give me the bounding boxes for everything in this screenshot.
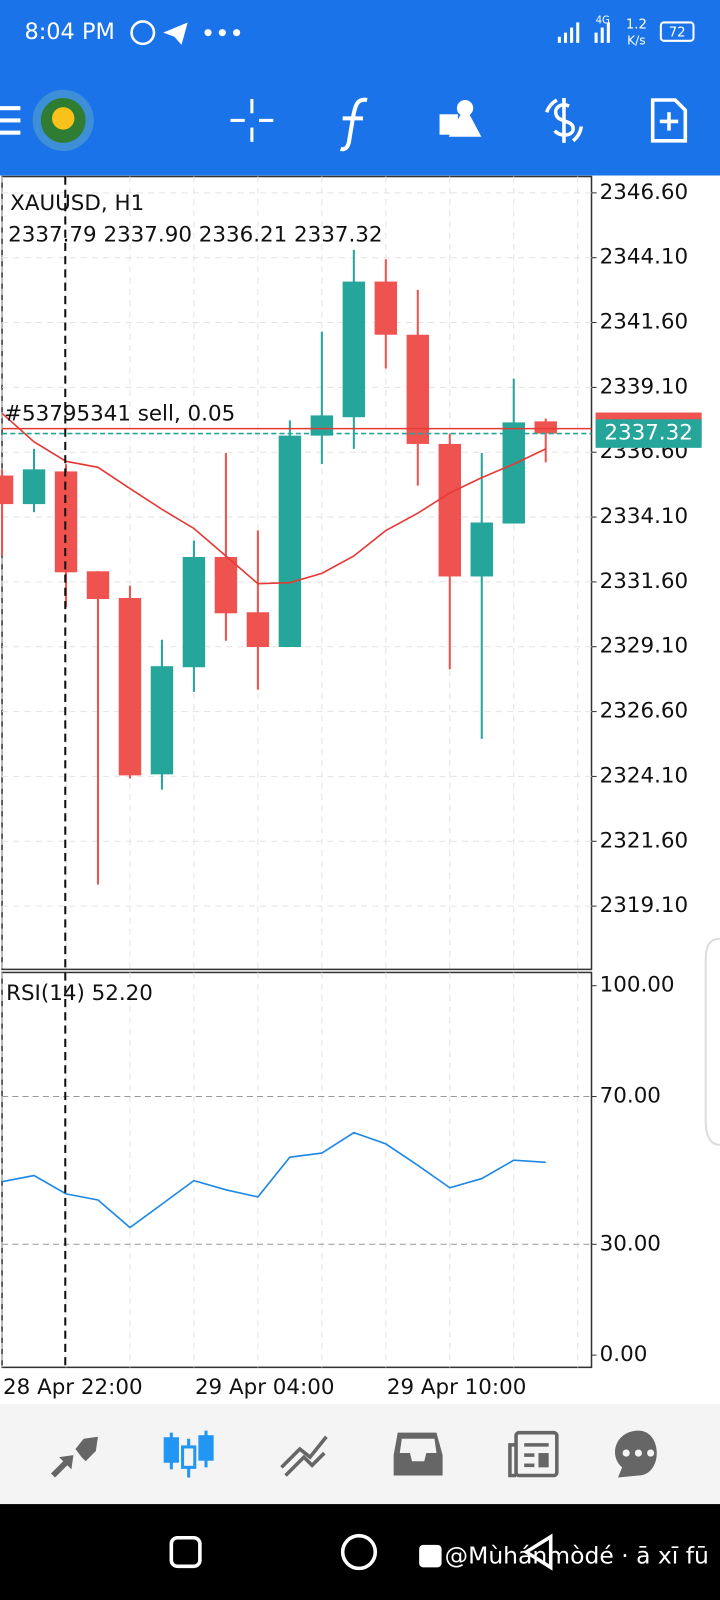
app-logo[interactable] xyxy=(32,89,94,152)
y-tick-label: 2321.60 xyxy=(600,828,689,853)
candle-body xyxy=(278,435,302,648)
quotes-tab[interactable] xyxy=(50,1436,98,1478)
x-tick-label: 29 Apr 04:00 xyxy=(195,1375,335,1400)
net-speed: 1.2 xyxy=(626,17,647,32)
candle-body xyxy=(534,421,557,434)
candle-body xyxy=(374,281,398,335)
x-tick-label: 29 Apr 10:00 xyxy=(387,1375,527,1400)
chart-layer: 2346.602344.102341.602339.102336.602334.… xyxy=(0,176,702,1400)
watermark-icon xyxy=(419,1544,442,1568)
y-tick-label: 2344.10 xyxy=(600,245,689,270)
candle-body xyxy=(86,571,110,600)
side-panel-handle[interactable] xyxy=(704,937,720,1146)
bid-price-label: 2337.32 xyxy=(604,421,693,446)
candle-body xyxy=(22,469,46,505)
signal-icon xyxy=(557,22,610,43)
chart-tab[interactable] xyxy=(163,1430,214,1478)
candle-body xyxy=(150,666,174,775)
y-tick-label: 2334.10 xyxy=(600,504,689,529)
candle-body xyxy=(406,334,430,444)
news-tab[interactable] xyxy=(508,1430,559,1478)
candle-body xyxy=(0,475,14,505)
symbol-title: XAUUSD, H1 xyxy=(10,191,144,216)
ohlc-readout: 2337.79 2337.90 2336.21 2337.32 xyxy=(8,223,382,248)
system-nav xyxy=(0,1504,720,1600)
trade-tab[interactable] xyxy=(280,1435,328,1477)
y-tick-label: 30.00 xyxy=(600,1231,661,1256)
y-tick-label: 2331.60 xyxy=(600,569,689,594)
objects-button[interactable] xyxy=(439,100,482,137)
rsi-panel xyxy=(1,971,593,1369)
y-tick-label: 100.00 xyxy=(600,973,675,998)
battery-icon xyxy=(659,21,695,42)
y-tick-label: 2319.10 xyxy=(600,893,689,918)
moving-average-line xyxy=(1,412,547,585)
candle-body xyxy=(342,281,366,418)
net-speed-unit: K/s xyxy=(627,33,646,47)
network-type: 4G xyxy=(596,15,610,26)
menu-button[interactable] xyxy=(0,106,21,135)
home-button[interactable] xyxy=(340,1533,378,1571)
y-tick-label: 2346.60 xyxy=(600,180,689,205)
notification-icons xyxy=(130,20,241,46)
candle-body xyxy=(118,597,142,776)
rsi-line xyxy=(1,1131,546,1229)
app-bar xyxy=(0,0,720,176)
new-order-button[interactable] xyxy=(650,98,688,143)
battery-level: 72 xyxy=(669,26,686,41)
y-tick-label: 2326.60 xyxy=(600,699,689,724)
y-tick-label: 2329.10 xyxy=(600,634,689,659)
history-tab[interactable] xyxy=(393,1432,443,1476)
y-tick-label: 70.00 xyxy=(600,1084,661,1109)
candle-body xyxy=(438,443,462,577)
candle-body xyxy=(470,522,493,577)
indicators-button[interactable] xyxy=(339,97,368,152)
recents-button[interactable] xyxy=(169,1535,202,1569)
candle-body xyxy=(182,557,206,668)
x-tick-label: 28 Apr 22:00 xyxy=(3,1375,143,1400)
candle-body xyxy=(502,422,525,524)
trade-button[interactable] xyxy=(544,97,584,143)
y-tick-label: 2324.10 xyxy=(600,763,689,788)
chat-tab[interactable] xyxy=(614,1430,657,1478)
crosshair-button[interactable] xyxy=(230,98,274,142)
candle-body xyxy=(246,612,270,648)
y-tick-label: 2339.10 xyxy=(600,374,689,399)
watermark: @Mùhánmòdé · ā xī fū xyxy=(445,1542,709,1570)
bid-price-box xyxy=(595,419,702,448)
rsi-title: RSI(14) 52.20 xyxy=(6,981,153,1006)
candle-body xyxy=(310,415,334,436)
clock: 8:04 PM xyxy=(24,19,114,45)
bottom-nav xyxy=(0,1404,720,1505)
y-tick-label: 0.00 xyxy=(600,1342,648,1367)
order-label: #53795341 sell, 0.05 xyxy=(4,401,235,426)
candle-body xyxy=(214,557,238,614)
y-tick-label: 2341.60 xyxy=(600,310,689,335)
back-button[interactable] xyxy=(522,1533,553,1571)
